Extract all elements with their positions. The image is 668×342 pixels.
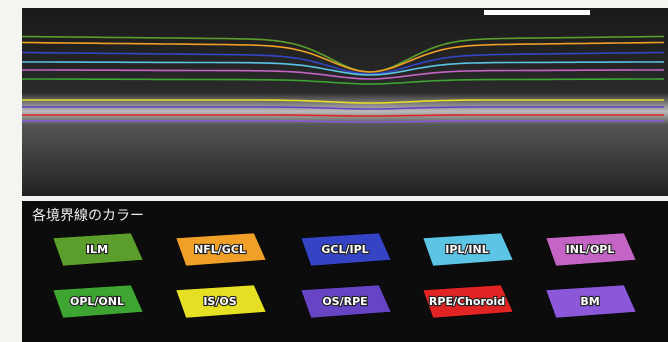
legend-label: NFL/GCL xyxy=(194,243,246,256)
legend-label: GCL/IPL xyxy=(321,243,368,256)
scale-bar xyxy=(484,10,590,15)
legend-label: IPL/INL xyxy=(445,243,489,256)
legend-label: OPL/ONL xyxy=(70,295,124,308)
legend-label: ILM xyxy=(86,243,108,256)
page: 各境界線のカラー ILM NFL/GCL GCL/IPL IPL/INL INL/OPL… xyxy=(0,0,668,342)
legend-label: OS/RPE xyxy=(322,295,367,308)
legend-label: RPE/Choroid xyxy=(429,295,505,308)
legend-title: 各境界線のカラー xyxy=(32,208,144,224)
legend-label: IS/OS xyxy=(203,295,236,308)
legend-label: INL/OPL xyxy=(566,243,615,256)
legend-label: BM xyxy=(580,295,599,308)
